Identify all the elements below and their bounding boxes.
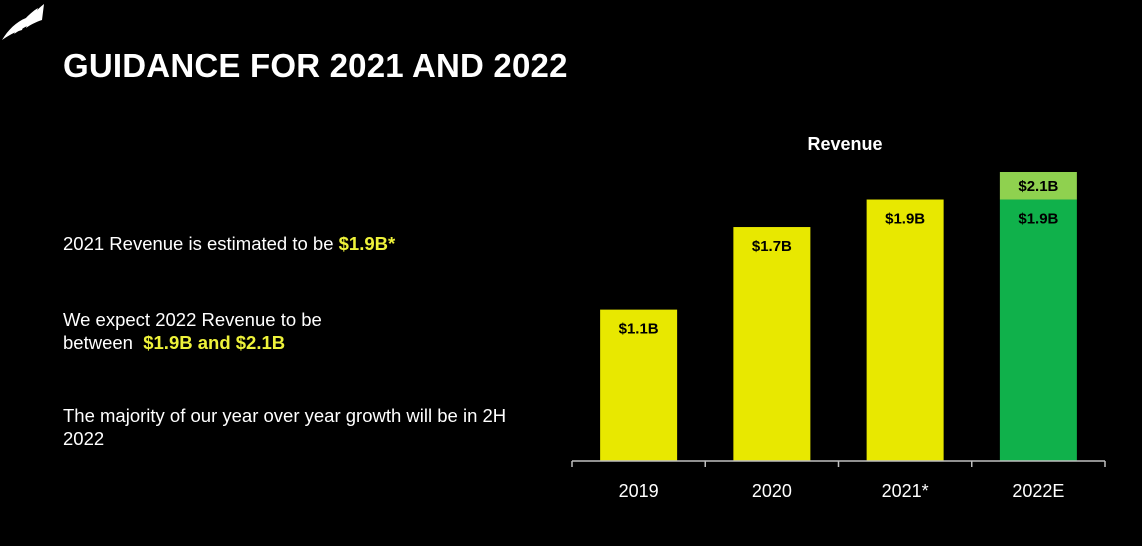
bar-2022e: [999, 199, 1077, 461]
bar-2021-est: [866, 199, 944, 461]
corsair-sails-logo: [2, 4, 44, 40]
bullet-2021-text: 2021 Revenue is estimated to be: [63, 233, 339, 254]
page-title: GUIDANCE FOR 2021 AND 2022: [63, 47, 568, 84]
bullet-2022-expectation: We expect 2022 Revenue to be between $1.…: [63, 308, 322, 354]
chart-title: Revenue: [807, 134, 882, 154]
bullet-2022-line1: We expect 2022 Revenue to be: [63, 309, 322, 330]
bar-label-2021-est: $1.9B: [885, 211, 925, 228]
revenue-bar-chart: Revenue $1.1B 2019 $1.7B 2020 $1.9B 2021* $1.9B…: [571, 134, 1106, 501]
bullet-growth-note: The majority of our year over year growt…: [63, 405, 507, 449]
bar-2019: [600, 309, 678, 461]
bar-2020: [733, 227, 811, 461]
bar-label-2020: $1.7B: [752, 238, 792, 255]
bullet-2021-estimate: 2021 Revenue is estimated to be $1.9B*: [63, 232, 395, 255]
bar-range-label-2022e: $2.1B: [1018, 178, 1058, 195]
x-tick-label-2021-est: 2021*: [882, 481, 929, 501]
bullet-2022-line2: between: [63, 332, 139, 353]
bullet-2022-highlight: $1.9B and $2.1B: [143, 332, 286, 353]
bar-range-top-2022e: [999, 172, 1077, 200]
bullet-2021-highlight: $1.9B*: [338, 233, 396, 254]
x-tick-label-2022e: 2022E: [1012, 481, 1064, 501]
bar-label-2022e: $1.9B: [1018, 211, 1058, 228]
x-tick-label-2019: 2019: [619, 481, 659, 501]
x-tick-label-2020: 2020: [752, 481, 792, 501]
bar-label-2019: $1.1B: [619, 321, 659, 338]
